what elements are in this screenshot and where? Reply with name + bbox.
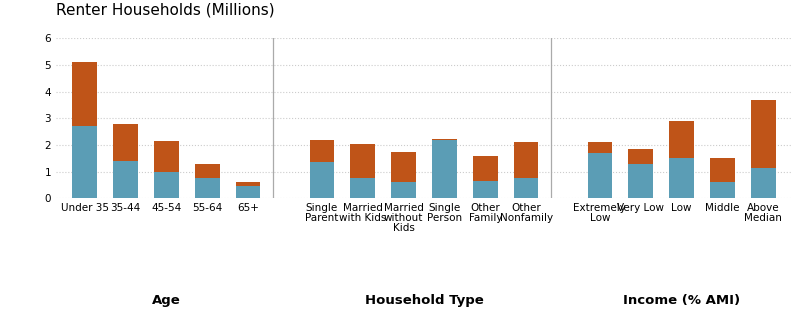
Bar bbox=[587, 153, 612, 198]
Bar bbox=[473, 181, 498, 198]
Bar bbox=[751, 100, 776, 168]
Bar bbox=[629, 164, 653, 198]
Bar bbox=[514, 179, 538, 198]
Bar bbox=[432, 140, 457, 198]
Bar bbox=[114, 161, 138, 198]
Bar bbox=[195, 179, 219, 198]
Text: Income (% AMI): Income (% AMI) bbox=[623, 294, 740, 308]
Bar bbox=[710, 182, 734, 198]
Text: Household Type: Household Type bbox=[365, 294, 483, 308]
Bar bbox=[391, 152, 416, 182]
Bar bbox=[236, 186, 261, 198]
Text: Age: Age bbox=[152, 294, 181, 308]
Bar bbox=[72, 62, 97, 126]
Bar bbox=[310, 163, 334, 198]
Bar bbox=[629, 149, 653, 164]
Bar bbox=[587, 142, 612, 153]
Bar bbox=[195, 164, 219, 179]
Bar bbox=[114, 124, 138, 161]
Text: Renter Households (Millions): Renter Households (Millions) bbox=[56, 3, 274, 18]
Bar bbox=[310, 140, 334, 163]
Bar bbox=[473, 156, 498, 181]
Bar bbox=[751, 168, 776, 198]
Bar bbox=[154, 141, 178, 172]
Bar bbox=[154, 172, 178, 198]
Bar bbox=[350, 144, 375, 179]
Bar bbox=[670, 158, 694, 198]
Bar bbox=[391, 182, 416, 198]
Bar bbox=[350, 179, 375, 198]
Bar bbox=[432, 139, 457, 140]
Bar bbox=[236, 182, 261, 186]
Bar bbox=[514, 142, 538, 179]
Bar bbox=[72, 126, 97, 198]
Bar bbox=[710, 158, 734, 182]
Bar bbox=[670, 121, 694, 158]
